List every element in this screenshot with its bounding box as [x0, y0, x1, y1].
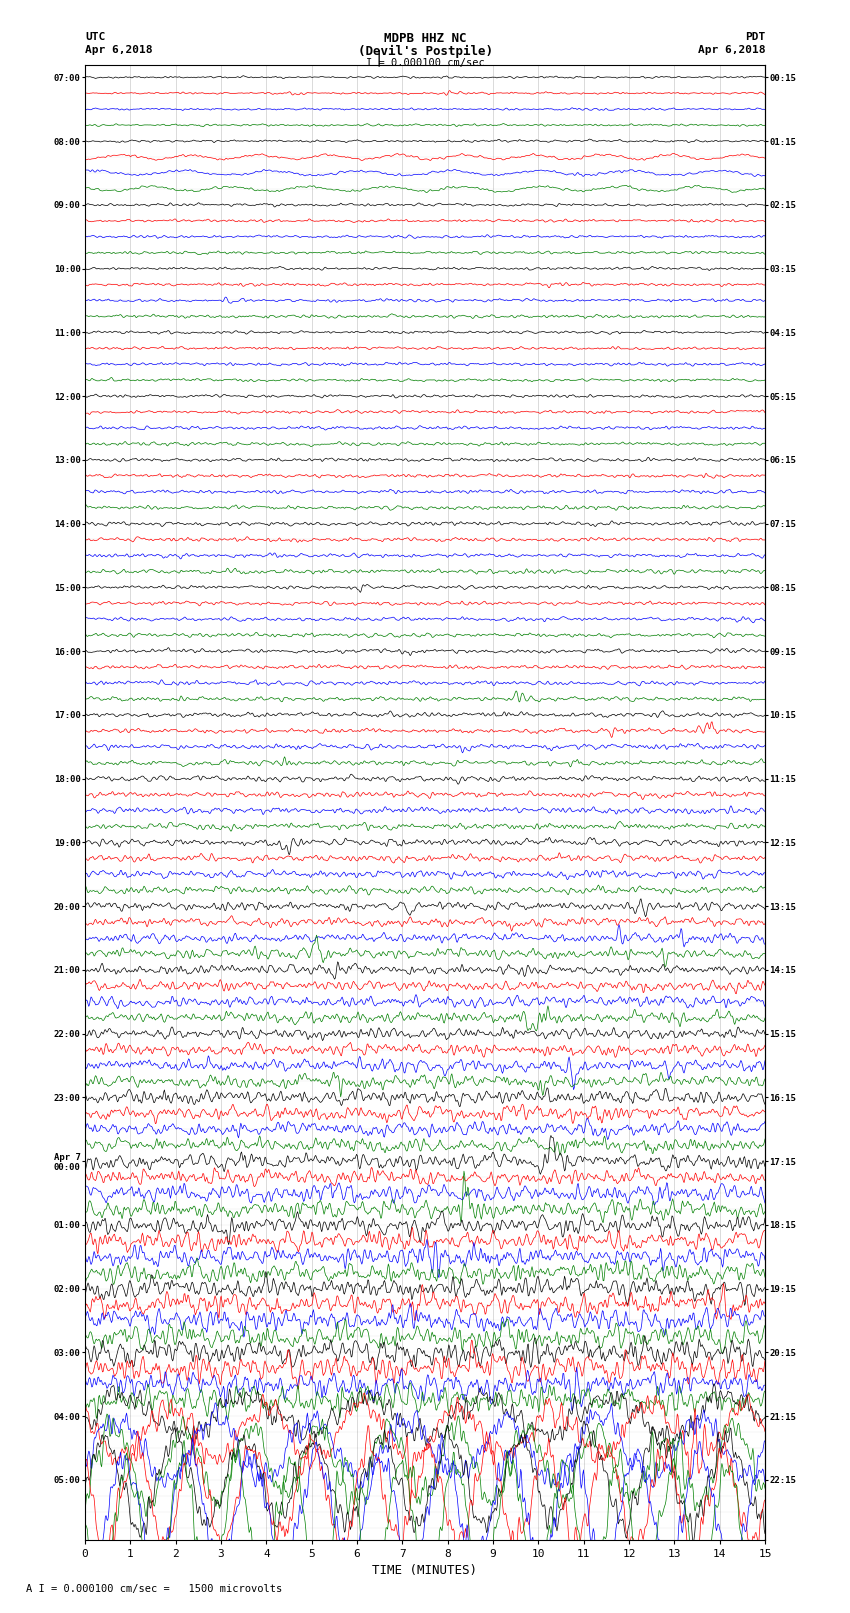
Text: MDPB HHZ NC: MDPB HHZ NC: [383, 32, 467, 45]
Text: A I = 0.000100 cm/sec =   1500 microvolts: A I = 0.000100 cm/sec = 1500 microvolts: [26, 1584, 281, 1594]
Text: I = 0.000100 cm/sec: I = 0.000100 cm/sec: [366, 58, 484, 68]
X-axis label: TIME (MINUTES): TIME (MINUTES): [372, 1563, 478, 1576]
Text: UTC: UTC: [85, 32, 105, 42]
Text: ⎮: ⎮: [374, 48, 382, 66]
Text: Apr 6,2018: Apr 6,2018: [85, 45, 152, 55]
Text: PDT: PDT: [745, 32, 765, 42]
Text: Apr 6,2018: Apr 6,2018: [698, 45, 765, 55]
Text: (Devil's Postpile): (Devil's Postpile): [358, 45, 492, 58]
